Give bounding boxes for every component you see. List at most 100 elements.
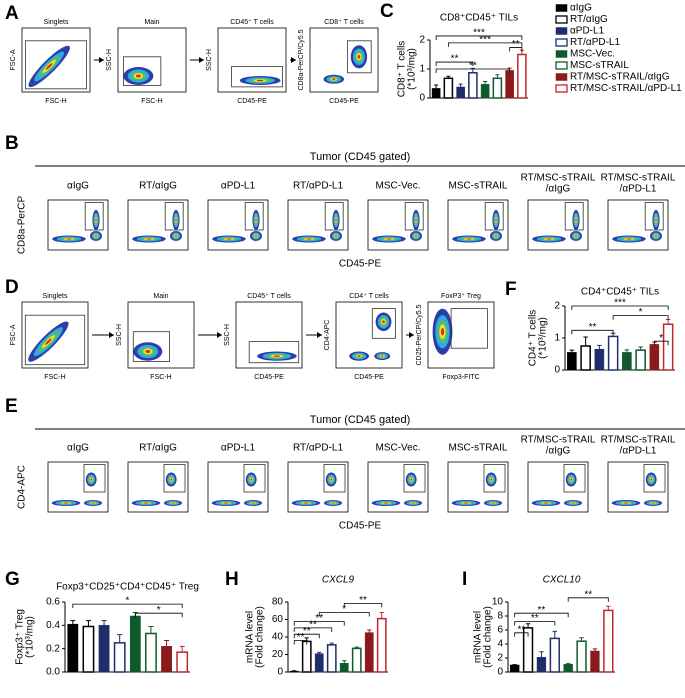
arrow-head: [409, 332, 414, 338]
y-tick-label: 0.2: [46, 643, 60, 654]
y-tick-label: 2: [497, 653, 503, 664]
event-density: [273, 355, 281, 357]
significance-bracket: [514, 632, 529, 637]
y-tick-label: 2: [554, 301, 560, 312]
bar: [376, 617, 387, 673]
significance-bracket: [514, 621, 556, 626]
plot-frame: [607, 199, 669, 251]
error-bar: [579, 637, 584, 642]
gate: [164, 202, 184, 231]
bar: [480, 84, 490, 99]
event-density: [175, 235, 177, 237]
significance-label: **: [531, 613, 539, 624]
plot-frame: [217, 27, 287, 93]
y-tick-label: 0.0: [46, 667, 60, 678]
plot-frame: [527, 461, 589, 513]
event-density: [45, 338, 52, 345]
gate: [243, 464, 266, 493]
significance-label: ***: [614, 298, 626, 309]
y-axis-label: (*10³/mg): [538, 317, 549, 359]
group-label: RT/MSC-sTRAIL: [521, 173, 596, 184]
event-density: [415, 235, 417, 237]
y-tick-label: 1: [419, 64, 425, 75]
panel-letter: E: [5, 396, 18, 417]
event-density: [571, 502, 575, 504]
event-density: [490, 478, 493, 481]
event-density: [256, 79, 264, 82]
significance-label: *: [157, 605, 161, 616]
legend-swatch: [555, 38, 568, 47]
gate: [323, 464, 346, 493]
x-axis-label: FSC-H: [141, 98, 162, 105]
x-axis-label: CD45-PE: [354, 374, 384, 381]
group-label: MSC-Vec.: [375, 443, 420, 454]
gate: [24, 314, 86, 366]
significance-label: **: [297, 632, 305, 643]
bar: [510, 664, 520, 673]
gate-title: CD45⁺ T cells: [230, 19, 274, 26]
arrow-head: [109, 332, 114, 338]
gate: [132, 331, 170, 362]
y-axis-label: mRNA level: [245, 611, 256, 663]
gate-title: Main: [153, 293, 168, 300]
event-density: [466, 238, 472, 240]
y-axis-label: (*10³/mg): [25, 616, 36, 658]
error-bar: [495, 74, 500, 79]
event-density: [145, 350, 151, 353]
bar: [649, 344, 660, 371]
y-tick-label: 40: [272, 632, 284, 643]
legend-label: αPD-L1: [570, 26, 605, 37]
gate-title: Main: [144, 19, 159, 26]
significance-label: ***: [473, 28, 485, 39]
legend-swatch: [555, 4, 568, 12]
y-tick-label: 0.6: [46, 597, 60, 608]
y-tick-label: 60: [272, 614, 284, 625]
x-axis-label: CD45-PE: [339, 521, 382, 532]
event-density: [251, 502, 255, 504]
significance-bracket: [653, 340, 669, 346]
gate: [450, 308, 488, 349]
arrow-head: [199, 57, 204, 63]
error-bar: [525, 623, 531, 628]
plot-frame: [607, 461, 669, 513]
error-bar: [606, 605, 611, 611]
plot-frame: [367, 461, 429, 513]
event-density: [575, 218, 577, 222]
significance-bracket: [514, 612, 569, 618]
event-density: [66, 238, 72, 240]
event-density: [382, 320, 385, 324]
y-axis-label: CD8⁺ T cells: [397, 41, 408, 98]
error-bar: [446, 75, 451, 79]
legend-swatch: [555, 27, 568, 35]
error-bar: [70, 620, 76, 625]
bar: [622, 352, 632, 371]
group-label: RT/MSC-sTRAIL: [601, 173, 676, 184]
plot-frame: [207, 199, 269, 251]
event-density: [655, 235, 657, 237]
significance-label: **: [315, 613, 323, 624]
panel-letter: A: [5, 3, 19, 24]
y-axis-label: CD4-APC: [324, 320, 331, 351]
bar: [129, 615, 141, 673]
y-axis-label: FSC-A: [10, 324, 17, 345]
group-label: αIgG: [67, 443, 89, 454]
gate: [24, 40, 88, 90]
gate-title: CD4⁺ T cells: [349, 293, 389, 300]
plot-frame: [287, 199, 349, 251]
y-axis-label: FSC-A: [10, 49, 17, 70]
panel-letter: D: [5, 277, 19, 298]
error-bar: [354, 646, 359, 649]
plot-frame: [127, 301, 195, 369]
legend-label: RT/MSC-sTRAIL/αPD-L1: [570, 83, 682, 94]
y-axis-label: CD4⁺ T cells: [528, 310, 539, 367]
bar: [443, 77, 454, 99]
y-axis-label: (Fold change): [255, 606, 266, 668]
gate: [123, 56, 162, 86]
event-density: [546, 238, 552, 240]
y-axis-label: CD4-APC: [17, 465, 28, 509]
x-axis-label: Foxp3-FITC: [442, 374, 479, 381]
x-axis-label: FSC-H: [44, 374, 65, 381]
error-bar: [117, 634, 123, 643]
bar: [67, 623, 79, 673]
gate: [483, 464, 506, 493]
